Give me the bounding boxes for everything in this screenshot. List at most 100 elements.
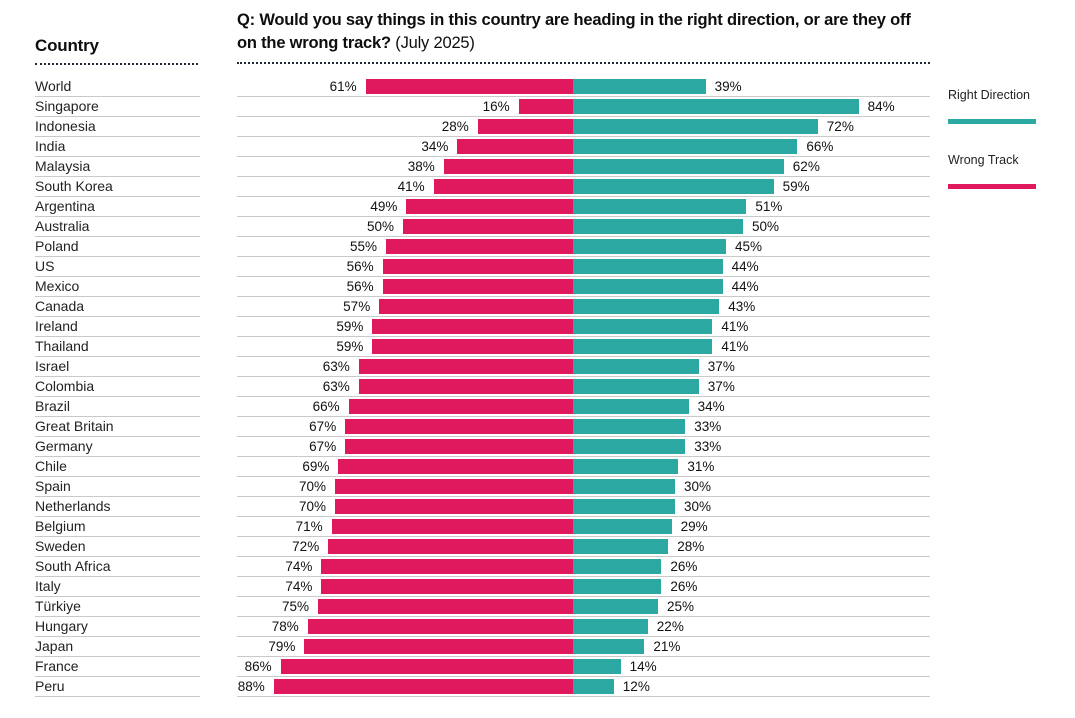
country-label: Colombia xyxy=(35,377,200,397)
right-direction-bar xyxy=(573,359,699,374)
right-direction-bar xyxy=(573,519,672,534)
right-direction-value: 22% xyxy=(656,619,684,634)
right-direction-bar xyxy=(573,79,706,94)
right-direction-value: 30% xyxy=(684,479,712,494)
right-direction-bar xyxy=(573,499,675,514)
right-direction-value: 44% xyxy=(731,279,759,294)
right-direction-value: 41% xyxy=(721,339,749,354)
right-direction-bar xyxy=(573,179,774,194)
right-direction-value: 39% xyxy=(714,79,742,94)
chart-row: 56% 44% xyxy=(237,277,930,297)
wrong-track-bar xyxy=(331,519,573,534)
wrong-track-value: 67% xyxy=(309,439,337,454)
chart-row: 34% 66% xyxy=(237,137,930,157)
chart-row: 74% 26% xyxy=(237,557,930,577)
right-direction-bar xyxy=(573,679,614,694)
right-direction-bar xyxy=(573,539,669,554)
chart-row: 50% 50% xyxy=(237,217,930,237)
right-direction-value: 26% xyxy=(670,579,698,594)
right-direction-bar xyxy=(573,99,859,114)
chart-row: 67% 33% xyxy=(237,437,930,457)
chart-row: 49% 51% xyxy=(237,197,930,217)
right-direction-bar xyxy=(573,279,723,294)
chart-row: 63% 37% xyxy=(237,357,930,377)
wrong-track-bar xyxy=(280,659,573,674)
right-direction-value: 43% xyxy=(728,299,756,314)
wrong-track-value: 61% xyxy=(329,79,357,94)
chart-row: 69% 31% xyxy=(237,457,930,477)
right-direction-value: 66% xyxy=(806,139,834,154)
wrong-track-bar xyxy=(443,159,573,174)
country-label: Ireland xyxy=(35,317,200,337)
country-label: South Korea xyxy=(35,177,200,197)
chart-row: 75% 25% xyxy=(237,597,930,617)
wrong-track-value: 70% xyxy=(298,499,326,514)
legend-wrong-track-label: Wrong Track xyxy=(948,153,1019,167)
country-column-header: Country xyxy=(35,36,198,65)
right-direction-value: 33% xyxy=(694,419,722,434)
chart-row: 56% 44% xyxy=(237,257,930,277)
right-direction-bar xyxy=(573,299,720,314)
right-direction-value: 41% xyxy=(721,319,749,334)
wrong-track-value: 59% xyxy=(336,339,364,354)
wrong-track-bar xyxy=(477,119,573,134)
wrong-track-bar xyxy=(518,99,573,114)
chart-row: 63% 37% xyxy=(237,377,930,397)
country-label: Spain xyxy=(35,477,200,497)
country-label: Malaysia xyxy=(35,157,200,177)
wrong-track-bar xyxy=(321,579,573,594)
country-label: Hungary xyxy=(35,617,200,637)
wrong-track-bar xyxy=(403,219,573,234)
country-label: Thailand xyxy=(35,337,200,357)
country-label: France xyxy=(35,657,200,677)
chart-row: 59% 41% xyxy=(237,337,930,357)
right-direction-bar xyxy=(573,319,713,334)
wrong-track-bar xyxy=(372,319,573,334)
right-direction-value: 62% xyxy=(792,159,820,174)
country-label: Italy xyxy=(35,577,200,597)
wrong-track-value: 34% xyxy=(421,139,449,154)
wrong-track-bar xyxy=(372,339,573,354)
wrong-track-value: 56% xyxy=(346,279,374,294)
right-direction-bar xyxy=(573,119,818,134)
wrong-track-value: 50% xyxy=(366,219,394,234)
country-label: Chile xyxy=(35,457,200,477)
right-direction-bar xyxy=(573,199,747,214)
country-label: Mexico xyxy=(35,277,200,297)
wrong-track-bar xyxy=(335,499,573,514)
wrong-track-bar xyxy=(273,679,573,694)
legend-spacer xyxy=(948,124,1058,153)
chart-question-text: Q: Would you say things in this country … xyxy=(237,11,911,52)
wrong-track-bar xyxy=(338,459,573,474)
wrong-track-value: 55% xyxy=(349,239,377,254)
diverging-bar-chart: 61% 39% 16% 84% 28% 72% 34% 66% 38% 62% 41% 59% 49% 5… xyxy=(237,77,930,697)
right-direction-bar xyxy=(573,639,645,654)
chart-row: 78% 22% xyxy=(237,617,930,637)
right-direction-bar xyxy=(573,419,686,434)
right-direction-bar xyxy=(573,439,686,454)
wrong-track-bar xyxy=(328,539,573,554)
country-label: Sweden xyxy=(35,537,200,557)
country-label: Argentina xyxy=(35,197,200,217)
right-direction-value: 37% xyxy=(707,359,735,374)
wrong-track-bar xyxy=(382,259,573,274)
right-direction-bar xyxy=(573,219,743,234)
chart-row: 66% 34% xyxy=(237,397,930,417)
right-direction-bar xyxy=(573,459,679,474)
chart-row: 88% 12% xyxy=(237,677,930,697)
country-label: South Africa xyxy=(35,557,200,577)
wrong-track-bar xyxy=(386,239,573,254)
right-direction-bar xyxy=(573,619,648,634)
right-direction-bar xyxy=(573,239,726,254)
legend-right-direction-swatch xyxy=(948,119,1036,124)
chart-row: 16% 84% xyxy=(237,97,930,117)
right-direction-bar xyxy=(573,599,658,614)
chart-row: 79% 21% xyxy=(237,637,930,657)
wrong-track-bar xyxy=(365,79,573,94)
chart-row: 70% 30% xyxy=(237,477,930,497)
chart-row: 74% 26% xyxy=(237,577,930,597)
chart-row: 70% 30% xyxy=(237,497,930,517)
chart-row: 38% 62% xyxy=(237,157,930,177)
right-direction-value: 31% xyxy=(687,459,715,474)
wrong-track-value: 86% xyxy=(244,659,272,674)
